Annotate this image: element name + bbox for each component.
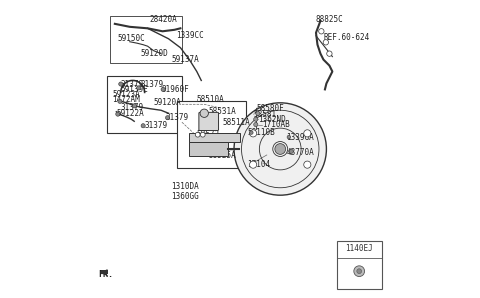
Text: 31379: 31379 bbox=[120, 103, 144, 112]
Circle shape bbox=[354, 266, 365, 277]
Circle shape bbox=[250, 131, 253, 134]
Text: 1140EJ: 1140EJ bbox=[345, 244, 373, 253]
Circle shape bbox=[195, 132, 200, 137]
Circle shape bbox=[116, 112, 120, 116]
Text: 31379: 31379 bbox=[144, 121, 168, 130]
Circle shape bbox=[200, 109, 208, 117]
FancyBboxPatch shape bbox=[189, 142, 228, 156]
Circle shape bbox=[200, 132, 205, 137]
Circle shape bbox=[132, 104, 137, 108]
Circle shape bbox=[304, 161, 311, 168]
Text: 1362ND: 1362ND bbox=[258, 115, 286, 124]
Text: 58672: 58672 bbox=[197, 136, 220, 145]
Circle shape bbox=[250, 130, 257, 137]
Text: 59122A: 59122A bbox=[116, 109, 144, 118]
Text: 43770A: 43770A bbox=[286, 148, 314, 157]
Text: 59137A: 59137A bbox=[171, 55, 199, 64]
Text: 59123A: 59123A bbox=[112, 90, 140, 99]
Text: 58510A: 58510A bbox=[197, 95, 225, 104]
Circle shape bbox=[137, 86, 141, 90]
Circle shape bbox=[250, 161, 257, 168]
Text: 91960F: 91960F bbox=[161, 85, 189, 94]
FancyBboxPatch shape bbox=[178, 101, 246, 168]
Circle shape bbox=[319, 29, 324, 34]
Text: 28420A: 28420A bbox=[149, 15, 177, 24]
Text: 59150C: 59150C bbox=[118, 34, 145, 43]
Circle shape bbox=[254, 117, 258, 121]
Circle shape bbox=[161, 87, 165, 91]
Text: 59120A: 59120A bbox=[154, 98, 181, 107]
Text: 1310DA: 1310DA bbox=[171, 182, 199, 191]
Text: 58535: 58535 bbox=[215, 136, 238, 145]
Text: 88825C: 88825C bbox=[316, 15, 344, 24]
Text: REF.60-624: REF.60-624 bbox=[324, 33, 370, 42]
Text: 58581: 58581 bbox=[253, 110, 276, 119]
Text: 58525A: 58525A bbox=[209, 151, 237, 160]
FancyBboxPatch shape bbox=[101, 270, 108, 274]
Circle shape bbox=[304, 130, 311, 137]
Circle shape bbox=[327, 51, 332, 56]
Circle shape bbox=[141, 124, 145, 128]
Circle shape bbox=[119, 82, 123, 86]
FancyBboxPatch shape bbox=[108, 76, 182, 133]
Text: 17104: 17104 bbox=[248, 160, 271, 169]
Circle shape bbox=[357, 269, 361, 274]
Circle shape bbox=[289, 149, 293, 153]
Circle shape bbox=[323, 40, 328, 45]
FancyBboxPatch shape bbox=[337, 241, 382, 289]
Circle shape bbox=[234, 103, 326, 195]
Text: 58580F: 58580F bbox=[256, 104, 284, 113]
Circle shape bbox=[118, 99, 122, 103]
Text: 58511A: 58511A bbox=[222, 118, 250, 127]
Text: 59120D: 59120D bbox=[140, 49, 168, 58]
Circle shape bbox=[287, 135, 291, 139]
Text: 31379: 31379 bbox=[140, 80, 163, 89]
Text: 1339GA: 1339GA bbox=[286, 133, 314, 142]
Text: 59110B: 59110B bbox=[248, 128, 275, 137]
Text: 31379: 31379 bbox=[166, 113, 189, 122]
Text: 1360GG: 1360GG bbox=[171, 192, 199, 201]
Text: 58531A: 58531A bbox=[209, 107, 237, 116]
Text: 1472AM: 1472AM bbox=[112, 95, 140, 104]
Circle shape bbox=[256, 111, 260, 116]
Circle shape bbox=[166, 116, 169, 120]
Text: 1710AB: 1710AB bbox=[263, 120, 290, 129]
Text: 1339CC: 1339CC bbox=[176, 31, 204, 40]
FancyBboxPatch shape bbox=[189, 133, 240, 142]
Text: 31379: 31379 bbox=[120, 80, 144, 89]
Circle shape bbox=[275, 144, 286, 154]
FancyBboxPatch shape bbox=[199, 112, 218, 131]
Text: FR.: FR. bbox=[98, 270, 113, 279]
Text: 58672: 58672 bbox=[197, 130, 220, 139]
Text: 59139E: 59139E bbox=[120, 85, 148, 94]
Bar bbox=[110, 16, 182, 63]
Circle shape bbox=[254, 122, 258, 127]
